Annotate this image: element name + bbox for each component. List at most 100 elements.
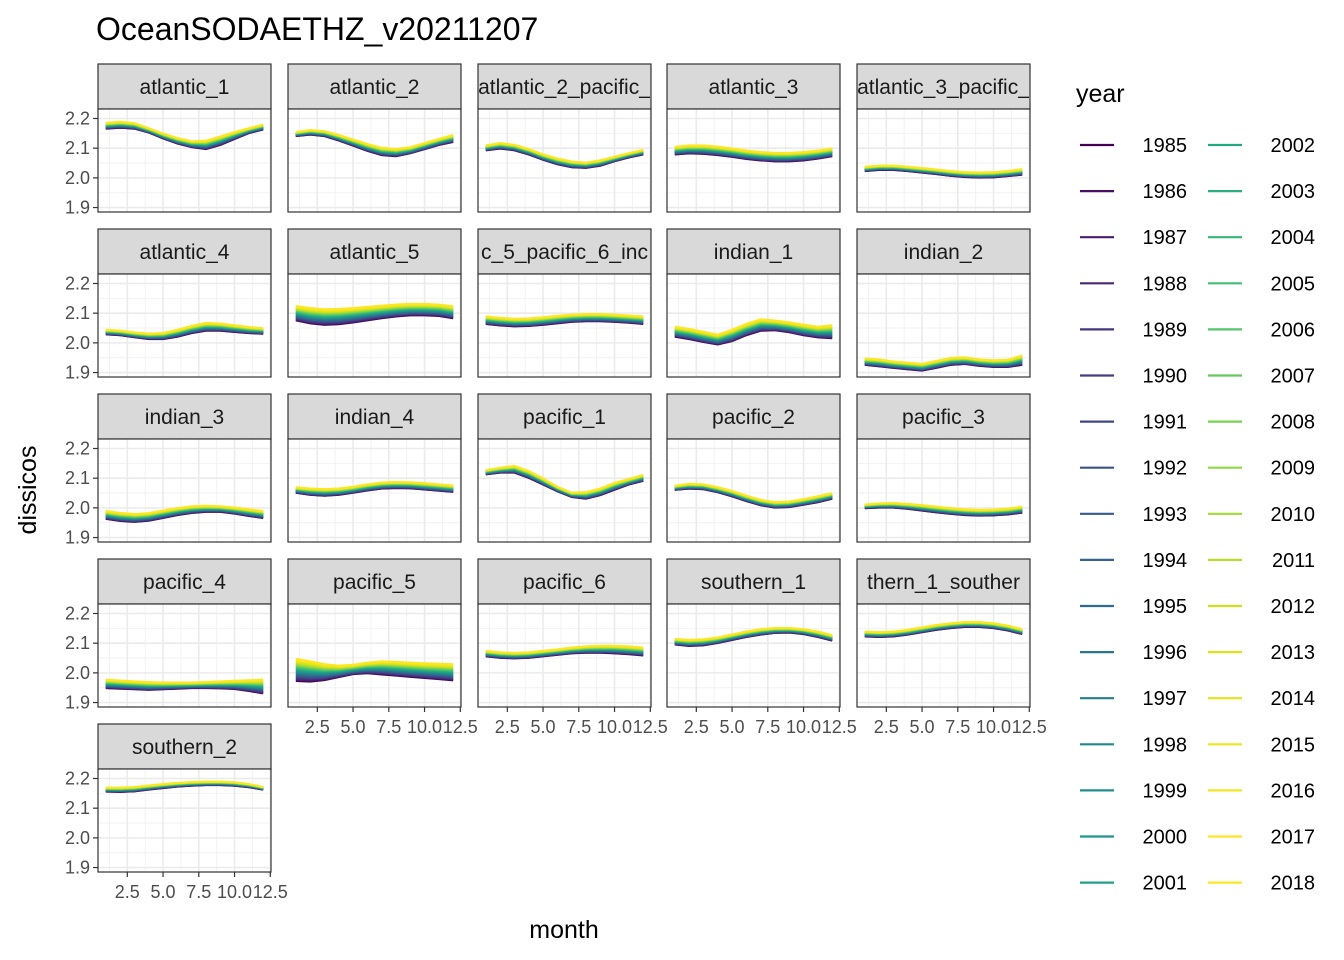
series-line-2018 (674, 626, 833, 641)
series-line-2018 (674, 318, 833, 336)
legend-label: 2009 (1271, 458, 1316, 480)
legend-item-1989: 1989 (1080, 319, 1187, 341)
y-tick-label: 1.9 (65, 363, 90, 383)
x-tick-label: 10.0 (407, 717, 442, 737)
panel-lines (105, 321, 264, 341)
legend-label: 1988 (1143, 273, 1188, 295)
panel-border (856, 273, 1031, 378)
legend-label: 1987 (1143, 227, 1188, 249)
facet-pacific_5: pacific_5 2.5 5.0 7.5 10.0 12.5 (287, 558, 478, 737)
legend-item-2016: 2016 (1208, 780, 1315, 802)
legend: year 1985 1986 1987 1988 1989 1990 1991 1992 199… (1076, 80, 1315, 895)
legend-label: 2002 (1271, 135, 1316, 157)
x-tick-label: 2.5 (684, 717, 709, 737)
legend-label: 1989 (1143, 319, 1188, 341)
x-axis-title: month (529, 916, 598, 944)
legend-label: 2015 (1271, 734, 1316, 756)
facet-strip (666, 558, 841, 605)
y-tick-label: 2.0 (65, 333, 90, 353)
panel-border (856, 108, 1031, 213)
x-tick-label: 7.5 (566, 717, 591, 737)
x-tick-label: 12.5 (633, 717, 668, 737)
legend-label: 2016 (1271, 780, 1316, 802)
y-tick-label: 2.2 (65, 603, 90, 623)
x-tick-label: 2.5 (305, 717, 330, 737)
legend-label: 2007 (1271, 366, 1316, 388)
panel-border (97, 603, 272, 708)
panel-border (477, 108, 652, 213)
x-tick-label: 10.0 (217, 882, 252, 902)
facet-strip (856, 558, 1031, 605)
facet-strip-label: pacific_5 (333, 571, 416, 594)
facet-indian_4: indian_4 (287, 393, 462, 543)
legend-title: year (1076, 80, 1125, 108)
panel-grid (857, 109, 1031, 212)
panel-grid (857, 439, 1031, 542)
legend-item-2006: 2006 (1208, 319, 1315, 341)
panel-lines (864, 164, 1023, 179)
panel-lines (485, 142, 644, 169)
facet-pacific_6: pacific_6 2.5 5.0 7.5 10.0 12.5 (477, 558, 668, 737)
facet-strip (477, 228, 652, 275)
series-line-2018 (105, 321, 264, 335)
legend-label: 2014 (1271, 688, 1316, 710)
legend-label: 1994 (1143, 550, 1188, 572)
facet-strip-label: pacific_1 (523, 406, 606, 429)
facet-atlantic_1: atlantic_1 1.9 2.0 2.1 2.2 (65, 63, 272, 218)
x-tick-label: 10.0 (976, 717, 1011, 737)
facet-pacific_1: pacific_1 (477, 393, 652, 543)
panel-grid (478, 109, 652, 212)
facet-strip-label: indian_4 (335, 406, 415, 429)
legend-label: 1992 (1143, 458, 1188, 480)
facet-strip (856, 228, 1031, 275)
legend-label: 1996 (1143, 642, 1188, 664)
panel-lines (105, 120, 264, 151)
series-line-2018 (864, 354, 1023, 365)
facet-strip-label: pacific_4 (143, 571, 226, 594)
legend-label: 1993 (1143, 504, 1188, 526)
x-tick-label: 5.0 (341, 717, 366, 737)
facet-strip (287, 63, 462, 110)
series-line-2018 (295, 128, 454, 150)
legend-label: 2001 (1143, 873, 1188, 895)
y-tick-label: 2.2 (65, 108, 90, 128)
series-line-2018 (674, 482, 833, 503)
facet-strip-label: atlantic_1 (140, 76, 230, 99)
y-axis-title: dissicos (14, 446, 42, 535)
series-line-2018 (864, 621, 1023, 633)
facet-atlantic_5: atlantic_5 (287, 228, 462, 378)
y-tick-label: 1.9 (65, 528, 90, 548)
series-line-2018 (105, 504, 264, 515)
panel-border (666, 438, 841, 543)
legend-label: 2012 (1271, 596, 1316, 618)
panel-border (287, 273, 462, 378)
legend-item-1991: 1991 (1080, 412, 1187, 434)
legend-item-1992: 1992 (1080, 458, 1187, 480)
legend-item-2014: 2014 (1208, 688, 1315, 710)
y-tick-label: 2.0 (65, 498, 90, 518)
facet-strip-label: southern_1 (701, 571, 806, 594)
panel-border (287, 438, 462, 543)
panel-lines (864, 354, 1023, 372)
panel-border (477, 273, 652, 378)
legend-item-2015: 2015 (1208, 734, 1315, 756)
panel-border (287, 108, 462, 213)
facet-strip-label: atlantic_5 (330, 241, 420, 264)
facet-strip-label: pacific_3 (902, 406, 985, 429)
series-line-2018 (105, 120, 264, 142)
legend-item-2001: 2001 (1080, 873, 1187, 895)
x-tick-label: 5.0 (720, 717, 745, 737)
x-tick-label: 7.5 (755, 717, 780, 737)
panel-lines (485, 464, 644, 500)
panel-lines (674, 626, 833, 647)
legend-label: 2004 (1271, 227, 1316, 249)
panel-lines (295, 480, 454, 497)
panel-border (287, 603, 462, 708)
facet-strip (97, 63, 272, 110)
facet-atlantic_3: atlantic_3 (666, 63, 841, 213)
series-line-2018 (295, 302, 454, 310)
panel-lines (295, 128, 454, 158)
facet-strip-label: southern_2 (132, 736, 237, 759)
y-tick-label: 2.2 (65, 768, 90, 788)
